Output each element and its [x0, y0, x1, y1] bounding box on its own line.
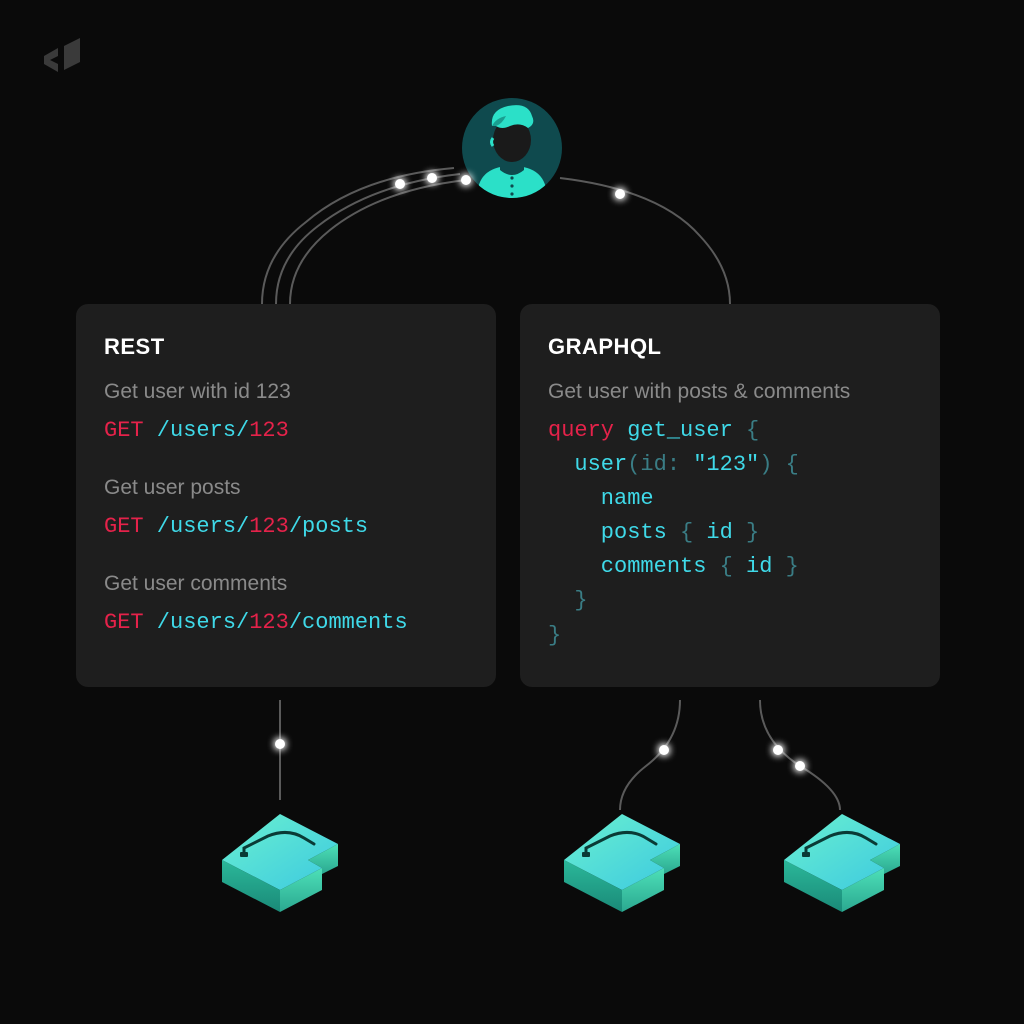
graphql-title: GRAPHQL: [548, 334, 912, 360]
rest-desc: Get user comments: [104, 572, 468, 596]
graphql-code: query get_user {: [548, 414, 912, 448]
server-cube-icon: [552, 808, 692, 923]
rest-code-line: GET /users/123/posts: [104, 510, 468, 544]
graphql-code: comments { id }: [548, 550, 912, 584]
graphql-code: posts { id }: [548, 516, 912, 550]
graphql-desc: Get user with posts & comments: [548, 380, 912, 404]
rest-code-line: GET /users/123/comments: [104, 606, 468, 640]
rest-panel: REST Get user with id 123 GET /users/123…: [76, 304, 496, 687]
logo-icon: [44, 38, 96, 83]
rest-title: REST: [104, 334, 468, 360]
user-avatar-icon: [462, 98, 562, 203]
rest-desc: Get user posts: [104, 476, 468, 500]
rest-desc: Get user with id 123: [104, 380, 468, 404]
graphql-code: }: [548, 619, 912, 653]
rest-block-comments: Get user comments GET /users/123/comment…: [104, 572, 468, 640]
server-cube-icon: [210, 808, 350, 923]
rest-block-posts: Get user posts GET /users/123/posts: [104, 476, 468, 544]
graphql-code: name: [548, 482, 912, 516]
rest-block-user: Get user with id 123 GET /users/123: [104, 380, 468, 448]
graphql-code: }: [548, 584, 912, 618]
graphql-code: user(id: "123") {: [548, 448, 912, 482]
rest-code-line: GET /users/123: [104, 414, 468, 448]
graphql-panel: GRAPHQL Get user with posts & comments q…: [520, 304, 940, 687]
server-cube-icon: [772, 808, 912, 923]
